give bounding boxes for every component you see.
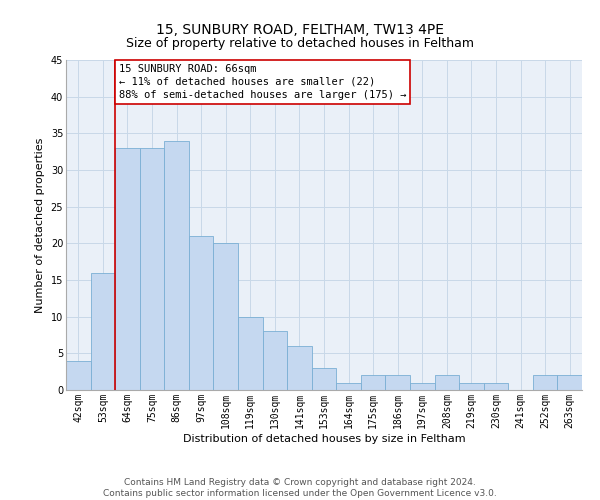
- Bar: [533, 376, 557, 390]
- Bar: [164, 140, 189, 390]
- Bar: [459, 382, 484, 390]
- Bar: [238, 316, 263, 390]
- Bar: [66, 360, 91, 390]
- Text: Contains HM Land Registry data © Crown copyright and database right 2024.
Contai: Contains HM Land Registry data © Crown c…: [103, 478, 497, 498]
- Text: Size of property relative to detached houses in Feltham: Size of property relative to detached ho…: [126, 38, 474, 51]
- Bar: [385, 376, 410, 390]
- Bar: [557, 376, 582, 390]
- Bar: [214, 244, 238, 390]
- Bar: [312, 368, 336, 390]
- Bar: [91, 272, 115, 390]
- Bar: [434, 376, 459, 390]
- Bar: [140, 148, 164, 390]
- Bar: [410, 382, 434, 390]
- Bar: [336, 382, 361, 390]
- X-axis label: Distribution of detached houses by size in Feltham: Distribution of detached houses by size …: [182, 434, 466, 444]
- Bar: [287, 346, 312, 390]
- Text: 15, SUNBURY ROAD, FELTHAM, TW13 4PE: 15, SUNBURY ROAD, FELTHAM, TW13 4PE: [156, 22, 444, 36]
- Bar: [189, 236, 214, 390]
- Bar: [115, 148, 140, 390]
- Bar: [484, 382, 508, 390]
- Text: 15 SUNBURY ROAD: 66sqm
← 11% of detached houses are smaller (22)
88% of semi-det: 15 SUNBURY ROAD: 66sqm ← 11% of detached…: [119, 64, 406, 100]
- Y-axis label: Number of detached properties: Number of detached properties: [35, 138, 45, 312]
- Bar: [263, 332, 287, 390]
- Bar: [361, 376, 385, 390]
